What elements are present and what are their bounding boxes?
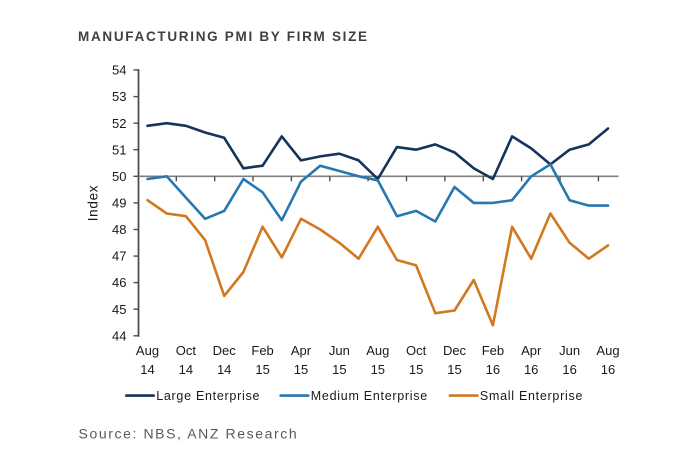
svg-text:49: 49 bbox=[112, 196, 126, 211]
svg-text:Aug: Aug bbox=[136, 343, 159, 358]
svg-text:Medium Enterprise: Medium Enterprise bbox=[311, 389, 428, 403]
svg-text:48: 48 bbox=[112, 222, 126, 237]
svg-text:Aug: Aug bbox=[366, 343, 389, 358]
svg-text:15: 15 bbox=[294, 362, 308, 377]
svg-text:15: 15 bbox=[371, 362, 385, 377]
svg-text:Aug: Aug bbox=[596, 343, 619, 358]
svg-text:53: 53 bbox=[112, 89, 126, 104]
svg-text:16: 16 bbox=[601, 362, 615, 377]
svg-text:15: 15 bbox=[255, 362, 269, 377]
svg-text:Dec: Dec bbox=[213, 343, 237, 358]
svg-text:14: 14 bbox=[140, 362, 154, 377]
svg-text:Feb: Feb bbox=[251, 343, 273, 358]
svg-text:Feb: Feb bbox=[482, 343, 504, 358]
svg-text:15: 15 bbox=[332, 362, 346, 377]
svg-text:Apr: Apr bbox=[291, 343, 312, 358]
svg-text:16: 16 bbox=[524, 362, 538, 377]
svg-text:46: 46 bbox=[112, 275, 126, 290]
svg-text:51: 51 bbox=[112, 142, 126, 157]
svg-text:Jun: Jun bbox=[559, 343, 580, 358]
svg-text:Jun: Jun bbox=[329, 343, 350, 358]
svg-text:44: 44 bbox=[112, 328, 126, 343]
svg-text:47: 47 bbox=[112, 249, 126, 264]
svg-text:14: 14 bbox=[179, 362, 193, 377]
svg-text:Dec: Dec bbox=[443, 343, 467, 358]
svg-text:Large Enterprise: Large Enterprise bbox=[156, 389, 260, 403]
svg-text:16: 16 bbox=[562, 362, 576, 377]
svg-text:52: 52 bbox=[112, 116, 126, 131]
svg-text:50: 50 bbox=[112, 169, 126, 184]
svg-text:Oct: Oct bbox=[406, 343, 427, 358]
svg-text:MANUFACTURING PMI BY FIRM SIZE: MANUFACTURING PMI BY FIRM SIZE bbox=[78, 29, 369, 44]
svg-text:Index: Index bbox=[86, 185, 101, 222]
svg-text:Small Enterprise: Small Enterprise bbox=[480, 389, 583, 403]
svg-text:45: 45 bbox=[112, 302, 126, 317]
svg-text:Oct: Oct bbox=[176, 343, 197, 358]
svg-text:15: 15 bbox=[447, 362, 461, 377]
svg-text:15: 15 bbox=[409, 362, 423, 377]
svg-text:16: 16 bbox=[486, 362, 500, 377]
svg-text:54: 54 bbox=[112, 63, 126, 78]
svg-text:14: 14 bbox=[217, 362, 231, 377]
svg-text:Source: NBS, ANZ Research: Source: NBS, ANZ Research bbox=[79, 426, 299, 442]
svg-text:Apr: Apr bbox=[521, 343, 542, 358]
